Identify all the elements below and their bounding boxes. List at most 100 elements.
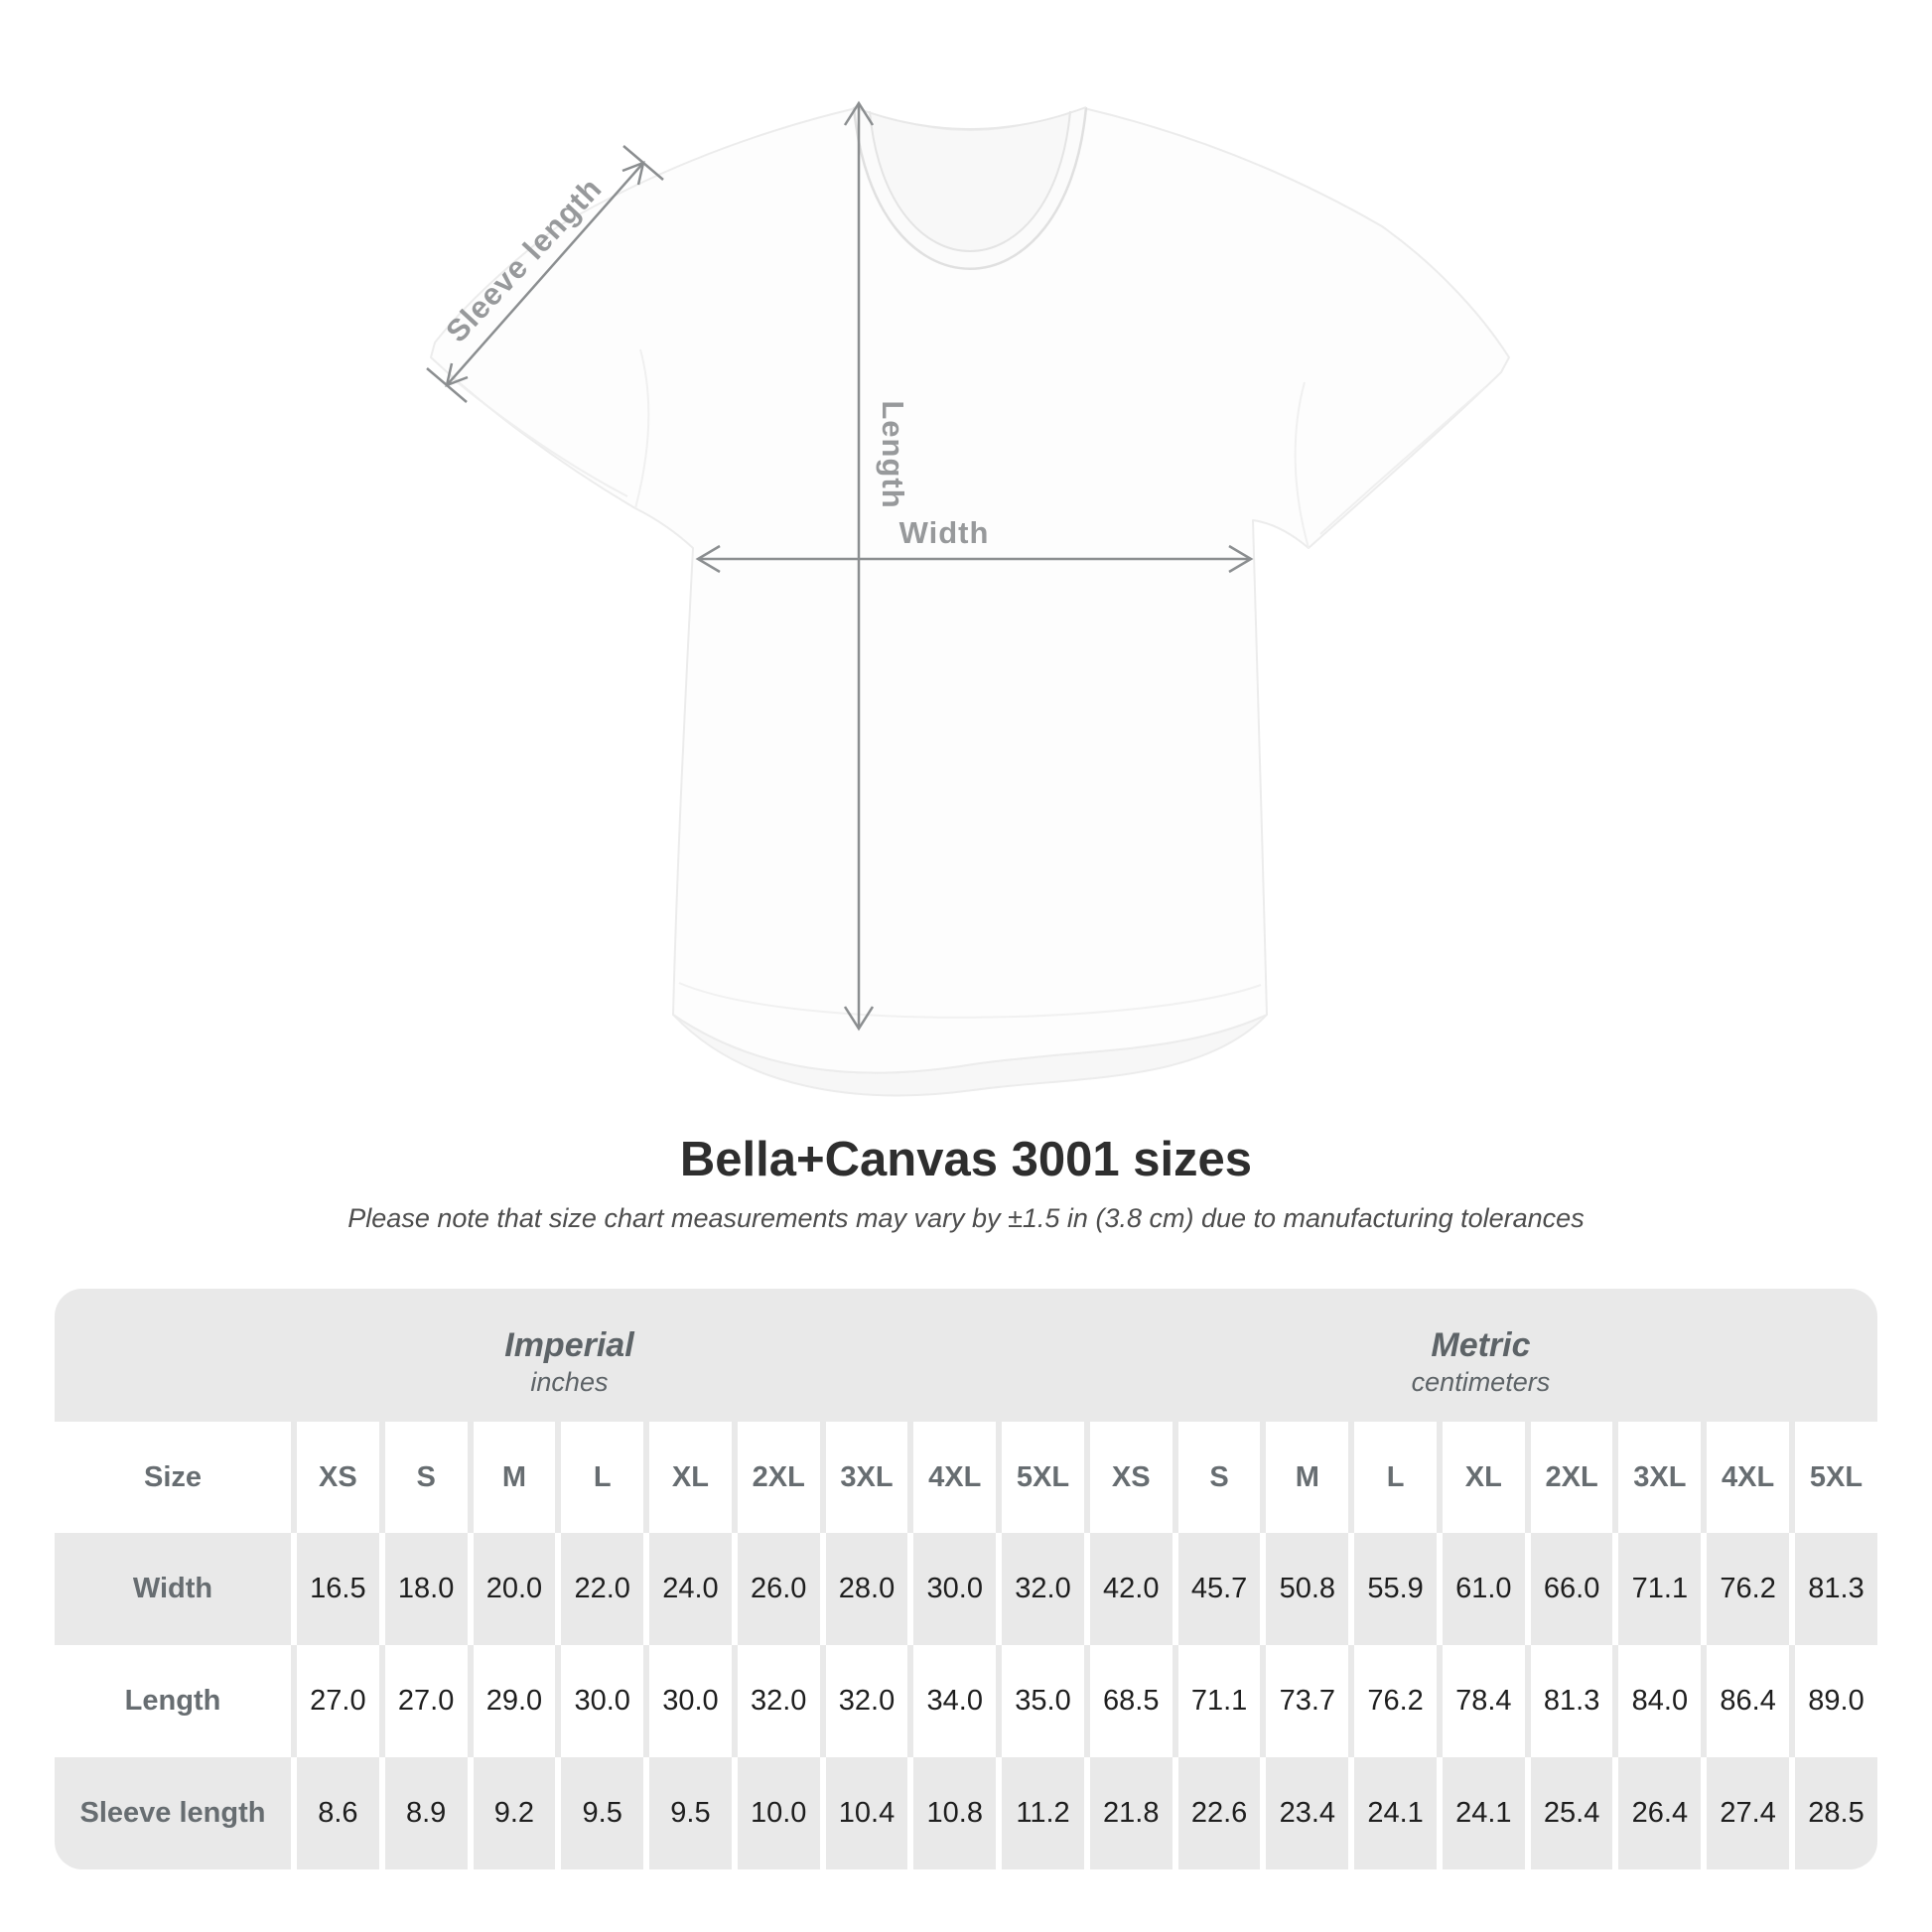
value-cell: 89.0 bbox=[1789, 1645, 1877, 1757]
value-cell: 22.6 bbox=[1172, 1757, 1261, 1869]
tolerance-note: Please note that size chart measurements… bbox=[347, 1203, 1585, 1233]
value-cell: 71.1 bbox=[1612, 1533, 1702, 1645]
sleeve-arrowhead-bottom bbox=[445, 362, 469, 387]
imperial-group-unit: inches bbox=[530, 1367, 609, 1397]
value-cell: 32.0 bbox=[996, 1533, 1084, 1645]
size-header-cell: XL bbox=[643, 1422, 732, 1533]
metric-group-title: Metric bbox=[1431, 1326, 1531, 1364]
value-cell: 30.0 bbox=[907, 1533, 997, 1645]
size-header-cell: 3XL bbox=[1612, 1422, 1702, 1533]
value-cell: 32.0 bbox=[819, 1645, 908, 1757]
value-cell: 68.5 bbox=[1083, 1645, 1173, 1757]
value-cell: 71.1 bbox=[1172, 1645, 1261, 1757]
value-cell: 73.7 bbox=[1260, 1645, 1349, 1757]
width-arrowhead-right bbox=[1228, 544, 1254, 574]
left-cuff-fold bbox=[448, 374, 628, 497]
unit-group-row: Imperial inches Metric centimeters bbox=[55, 1289, 1877, 1422]
value-cell: 27.0 bbox=[291, 1645, 379, 1757]
value-cell: 35.0 bbox=[996, 1645, 1084, 1757]
value-cell: 26.0 bbox=[731, 1533, 820, 1645]
value-cell: 9.5 bbox=[555, 1757, 644, 1869]
value-cell: 78.4 bbox=[1436, 1645, 1525, 1757]
value-cell: 42.0 bbox=[1083, 1533, 1173, 1645]
width-label: Width bbox=[898, 515, 990, 550]
size-header-cell: S bbox=[378, 1422, 468, 1533]
tshirt-collar-inner-seam bbox=[869, 110, 1071, 252]
value-cell: 10.8 bbox=[907, 1757, 997, 1869]
size-header-cell: XS bbox=[291, 1422, 379, 1533]
size-header-cell: XL bbox=[1436, 1422, 1525, 1533]
value-cell: 76.2 bbox=[1348, 1645, 1437, 1757]
value-cell: 66.0 bbox=[1524, 1533, 1613, 1645]
sleeve-arrow-line bbox=[446, 162, 644, 386]
value-cell: 24.0 bbox=[643, 1533, 732, 1645]
value-cell: 8.6 bbox=[291, 1757, 379, 1869]
value-cell: 10.0 bbox=[731, 1757, 820, 1869]
value-cell: 32.0 bbox=[731, 1645, 820, 1757]
value-cell: 18.0 bbox=[378, 1533, 468, 1645]
value-cell: 25.4 bbox=[1524, 1757, 1613, 1869]
value-cell: 24.1 bbox=[1436, 1757, 1525, 1869]
value-cell: 26.4 bbox=[1612, 1757, 1702, 1869]
value-cell: 55.9 bbox=[1348, 1533, 1437, 1645]
size-header-cell: 4XL bbox=[907, 1422, 997, 1533]
value-cell: 61.0 bbox=[1436, 1533, 1525, 1645]
value-cell: 21.8 bbox=[1083, 1757, 1173, 1869]
metric-group-unit: centimeters bbox=[1411, 1367, 1551, 1397]
right-armhole-seam bbox=[1294, 381, 1310, 549]
value-cell: 8.9 bbox=[378, 1757, 468, 1869]
value-cell: 10.4 bbox=[819, 1757, 908, 1869]
value-cell: 76.2 bbox=[1701, 1533, 1790, 1645]
length-label: Length bbox=[876, 400, 910, 509]
tshirt-neck-opening bbox=[870, 111, 1070, 251]
value-cell: 27.4 bbox=[1701, 1757, 1790, 1869]
tshirt-measurement-diagram: Sleeve length Length Width bbox=[426, 100, 1510, 1097]
size-header-cell: M bbox=[1260, 1422, 1349, 1533]
tshirt-collar-band bbox=[854, 107, 1086, 269]
value-cell: 16.5 bbox=[291, 1533, 379, 1645]
size-header-cell: L bbox=[555, 1422, 644, 1533]
value-cell: 81.3 bbox=[1789, 1533, 1877, 1645]
tshirt-back-neck-seam bbox=[853, 106, 1087, 130]
value-cell: 20.0 bbox=[467, 1533, 556, 1645]
size-header-cell: 2XL bbox=[1524, 1422, 1613, 1533]
row-label-cell: Width bbox=[55, 1533, 291, 1645]
imperial-group-title: Imperial bbox=[504, 1326, 634, 1364]
tshirt-collar-outer-seam bbox=[852, 106, 1088, 270]
value-cell: 30.0 bbox=[643, 1645, 732, 1757]
page-title: Bella+Canvas 3001 sizes bbox=[679, 1133, 1253, 1186]
value-cell: 30.0 bbox=[555, 1645, 644, 1757]
size-corner-cell: Size bbox=[55, 1422, 291, 1533]
size-header-cell: S bbox=[1172, 1422, 1261, 1533]
value-cell: 28.5 bbox=[1789, 1757, 1877, 1869]
length-arrowhead-bottom bbox=[843, 1006, 875, 1032]
value-cell: 24.1 bbox=[1348, 1757, 1437, 1869]
row-label-cell: Length bbox=[55, 1645, 291, 1757]
imperial-group-header: Imperial inches bbox=[55, 1289, 1084, 1422]
width-row: Width 16.5 18.0 20.0 22.0 24.0 26.0 28.0… bbox=[55, 1533, 1877, 1645]
value-cell: 27.0 bbox=[378, 1645, 468, 1757]
sleeve-arrowhead-top bbox=[621, 161, 645, 186]
right-cuff-fold bbox=[1319, 386, 1486, 535]
size-header-cell: 4XL bbox=[1701, 1422, 1790, 1533]
left-armhole-seam bbox=[634, 348, 650, 509]
size-header-row: Size XS S M L XL 2XL 3XL 4XL 5XL XS S M … bbox=[55, 1422, 1877, 1533]
size-header-cell: M bbox=[467, 1422, 556, 1533]
length-row: Length 27.0 27.0 29.0 30.0 30.0 32.0 32.… bbox=[55, 1645, 1877, 1757]
width-arrowhead-left bbox=[695, 544, 721, 574]
size-header-cell: 5XL bbox=[1789, 1422, 1877, 1533]
value-cell: 29.0 bbox=[467, 1645, 556, 1757]
value-cell: 86.4 bbox=[1701, 1645, 1790, 1757]
value-cell: 11.2 bbox=[996, 1757, 1084, 1869]
size-chart-table: Imperial inches Metric centimeters Size … bbox=[55, 1289, 1877, 1869]
sleeve-length-row: Sleeve length 8.6 8.9 9.2 9.5 9.5 10.0 1… bbox=[55, 1757, 1877, 1869]
size-header-cell: L bbox=[1348, 1422, 1437, 1533]
tshirt-graphic bbox=[426, 100, 1510, 1097]
hem-fold bbox=[678, 982, 1262, 1019]
value-cell: 22.0 bbox=[555, 1533, 644, 1645]
value-cell: 84.0 bbox=[1612, 1645, 1702, 1757]
length-arrowhead-top bbox=[843, 100, 875, 126]
measurement-arrows bbox=[426, 100, 1254, 1032]
value-cell: 23.4 bbox=[1260, 1757, 1349, 1869]
